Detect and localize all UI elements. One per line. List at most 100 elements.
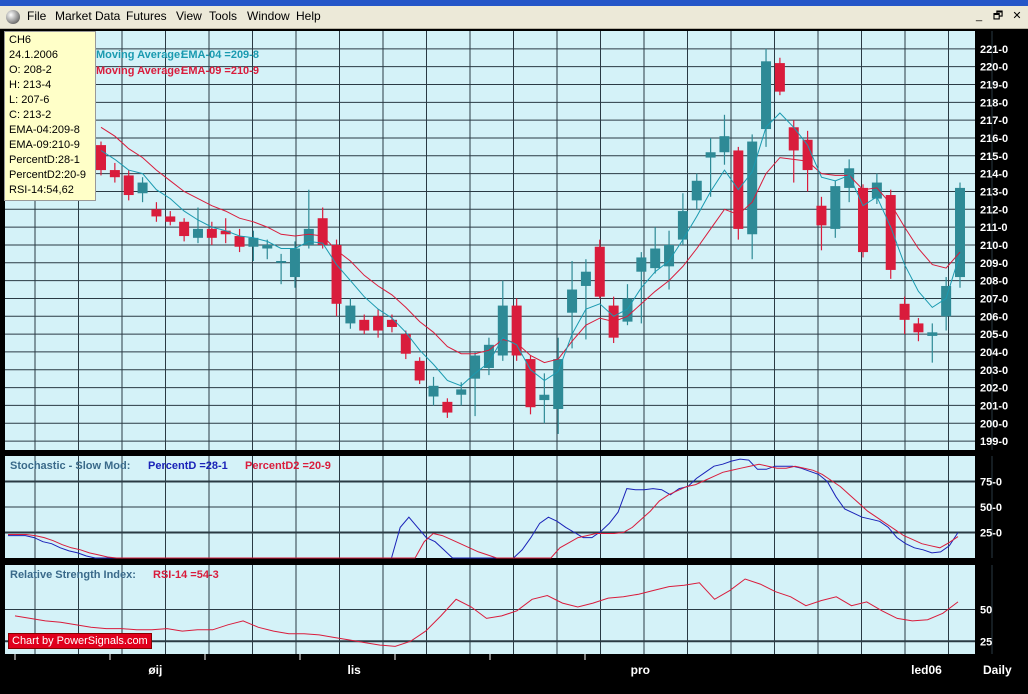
price-tick-label: 211-0	[980, 222, 1008, 234]
rsi-tick-label: 50	[980, 605, 992, 617]
rsi-axis: 50 25	[980, 605, 992, 649]
info-line: RSI-14:54,62	[9, 184, 74, 196]
price-tick-label: 200-0	[980, 418, 1008, 430]
menu-file[interactable]: File	[27, 9, 47, 23]
time-axis: øij lis pro led06	[14, 654, 942, 677]
candle-body	[691, 180, 702, 201]
info-line: EMA-04:209-8	[9, 124, 80, 136]
candle-body	[276, 261, 287, 263]
candle-body	[414, 360, 425, 381]
price-tick-label: 212-0	[980, 204, 1008, 216]
ema9-legend-value: EMA-09 =210-9	[181, 65, 259, 77]
rsi-title: Relative Strength Index:	[10, 569, 136, 581]
candle-body	[179, 221, 190, 237]
candle-body	[497, 305, 508, 356]
price-tick-label: 207-0	[980, 293, 1008, 305]
menu-help[interactable]: Help	[296, 9, 321, 23]
candle-body	[151, 209, 162, 217]
candle-body	[761, 61, 772, 130]
candle-body	[192, 228, 203, 238]
candle-body	[788, 127, 799, 151]
candle-body	[303, 228, 314, 245]
candle-body	[539, 394, 550, 401]
restore-icon[interactable]: 🗗	[992, 10, 1004, 22]
candle-body	[359, 319, 370, 331]
candle-body	[636, 257, 647, 272]
info-line: EMA-09:210-9	[9, 139, 80, 151]
price-tick-label: 201-0	[980, 400, 1008, 412]
price-tick-label: 210-0	[980, 240, 1008, 252]
globe-icon[interactable]	[6, 10, 20, 24]
candle-body	[844, 168, 855, 188]
candle-body	[165, 216, 176, 222]
candle-body	[373, 316, 384, 331]
candle-body	[386, 319, 397, 327]
candle-body	[317, 218, 328, 245]
ema4-legend-value: EMA-04 =209-8	[181, 49, 259, 61]
candle-body	[830, 186, 841, 229]
candle-body	[234, 236, 245, 247]
menu-futures[interactable]: Futures	[126, 9, 167, 23]
rsi-tick-label: 25	[980, 636, 992, 648]
candle-body	[553, 359, 564, 409]
price-tick-label: 219-0	[980, 79, 1008, 91]
candle-body	[511, 305, 522, 356]
candle-body	[483, 344, 494, 368]
window-title-bar	[0, 0, 1028, 6]
price-tick-label: 199-0	[980, 436, 1008, 448]
candle-body	[580, 271, 591, 286]
price-tick-label: 218-0	[980, 97, 1008, 109]
info-line: PercentD:28-1	[9, 154, 80, 166]
candle-body	[955, 187, 965, 278]
menu-window[interactable]: Window	[247, 9, 290, 23]
period-label: Daily	[983, 663, 1012, 677]
candle-body	[289, 248, 300, 278]
stoch-tick-label: 50-0	[980, 502, 1002, 514]
candle-body	[816, 205, 827, 226]
candle-body	[262, 244, 273, 249]
menu-view[interactable]: View	[176, 9, 202, 23]
candle-body	[248, 237, 259, 247]
price-tick-label: 214-0	[980, 169, 1008, 181]
candle-body	[885, 195, 896, 270]
menu-tools[interactable]: Tools	[209, 9, 238, 23]
time-tick-label: led06	[911, 663, 942, 677]
candle-body	[206, 228, 217, 238]
price-tick-label: 205-0	[980, 329, 1008, 341]
price-tick-label: 206-0	[980, 311, 1008, 323]
candle-body	[913, 323, 924, 333]
percentd2-legend: PercentD2 =20-9	[245, 460, 331, 472]
info-line: O: 208-2	[9, 64, 52, 76]
time-tick-label: pro	[631, 663, 650, 677]
candle-body	[747, 141, 758, 235]
time-tick-label: lis	[348, 663, 362, 677]
candle-body	[96, 145, 106, 171]
info-line: C: 213-2	[9, 109, 52, 121]
menu-market-data[interactable]: Market Data	[55, 9, 121, 23]
info-line: L: 207-6	[9, 94, 50, 106]
candle-body	[899, 303, 910, 320]
info-line: CH6	[9, 34, 32, 46]
price-tick-label: 216-0	[980, 133, 1008, 145]
ema9-legend-label: Moving Average:	[96, 65, 184, 77]
chart-canvas[interactable]: 221-0 220-0 219-0 218-0 217-0 216-0 215-0 214-0…	[0, 29, 1028, 694]
candle-body	[650, 248, 661, 269]
stoch-tick-label: 25-0	[980, 528, 1002, 540]
candle-body	[109, 170, 120, 178]
percentd2-line	[8, 463, 959, 559]
ema4-line	[100, 112, 961, 387]
credit-badge[interactable]: Chart by PowerSignals.com	[8, 633, 152, 649]
price-tick-label: 208-0	[980, 276, 1008, 288]
candle-body	[774, 63, 785, 92]
candle-body	[927, 332, 938, 336]
time-tick-label: øij	[148, 663, 162, 677]
minimize-icon[interactable]: _	[975, 10, 983, 22]
candle-body	[941, 285, 952, 317]
close-icon[interactable]: ✕	[1012, 10, 1022, 22]
candle-body	[123, 175, 134, 196]
candle-body	[719, 136, 730, 153]
price-panel[interactable]	[5, 31, 975, 450]
candle-body	[802, 139, 813, 171]
stochastic-lines	[8, 458, 959, 559]
candle-body	[567, 289, 578, 313]
